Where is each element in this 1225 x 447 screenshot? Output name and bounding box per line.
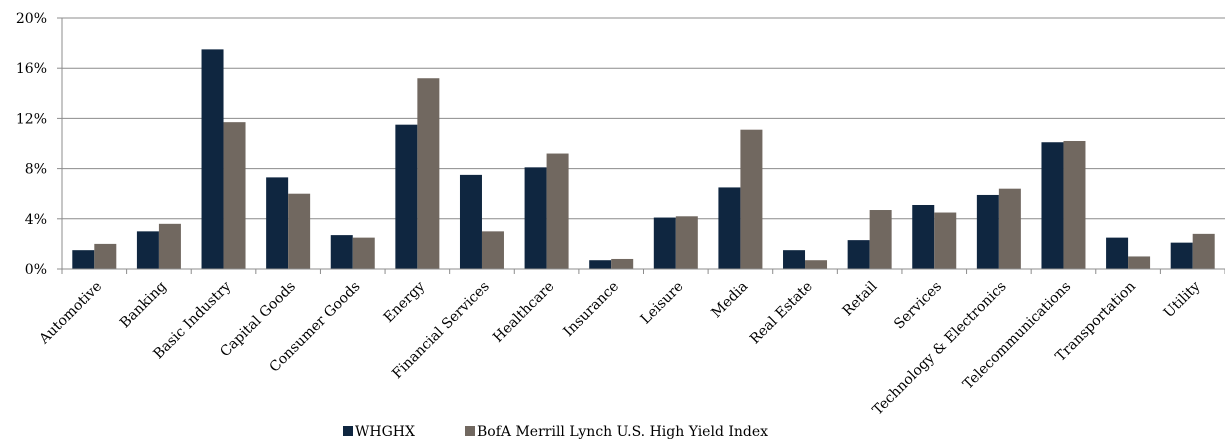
bar-whghx (718, 187, 741, 269)
x-tick-label: Healthcare (490, 279, 557, 346)
x-tick-label: Banking (117, 278, 170, 331)
y-tick-label: 20% (16, 11, 47, 27)
bar-whghx (847, 240, 870, 269)
bar-whghx (459, 174, 482, 269)
x-tick-label: Utility (1161, 278, 1204, 321)
bar-whghx (783, 250, 806, 269)
bar-index (352, 237, 375, 269)
axes (57, 17, 1225, 274)
bar-index (869, 210, 892, 269)
bar-index (675, 216, 698, 269)
bar-whghx (330, 235, 353, 269)
bar-whghx (976, 194, 999, 269)
bar-whghx (653, 217, 676, 269)
x-tick-label: Automotive (36, 279, 105, 348)
bar-index (158, 223, 181, 269)
bar-index (481, 231, 504, 269)
legend: WHGHX BofA Merrill Lynch U.S. High Yield … (343, 424, 768, 440)
y-tick-label: 8% (25, 162, 47, 178)
bars (72, 49, 1215, 270)
bar-index (1192, 233, 1215, 269)
legend-label: WHGHX (355, 424, 415, 440)
bar-index (1063, 140, 1086, 269)
bar-index (288, 193, 311, 269)
x-tick-label: Leisure (638, 279, 687, 328)
bar-index (223, 122, 246, 269)
bar-whghx (266, 177, 289, 269)
legend-swatch-index (465, 426, 475, 436)
bar-whghx (201, 49, 224, 269)
bar-index (934, 212, 957, 269)
y-axis-ticks: 0% 4% 8% 12% 16% 20% (16, 11, 47, 278)
bar-whghx (136, 231, 159, 269)
bar-index (1128, 256, 1151, 269)
bar-index (546, 153, 569, 269)
x-tick-label: Insurance (561, 279, 622, 340)
bar-whghx (912, 204, 935, 269)
x-tick-label: Real Estate (747, 279, 816, 348)
bar-whghx (395, 124, 418, 269)
y-tick-label: 4% (25, 212, 47, 228)
legend-swatch-whghx (343, 426, 353, 436)
bar-whghx (524, 167, 547, 269)
bar-index (417, 78, 440, 270)
x-tick-label: Retail (840, 278, 881, 319)
y-tick-label: 0% (25, 262, 47, 278)
gridlines (62, 17, 1225, 220)
bar-whghx (1041, 142, 1064, 269)
x-tick-label: Technology & Electronics (870, 279, 1010, 419)
x-tick-label: Media (709, 279, 752, 322)
bar-whghx (1106, 237, 1129, 269)
bar-whghx (589, 260, 612, 269)
bar-whghx (1170, 242, 1193, 269)
bar-index (740, 129, 763, 269)
bar-index (805, 260, 828, 269)
y-tick-label: 16% (16, 61, 47, 77)
x-tick-label: Energy (381, 278, 429, 326)
legend-label: BofA Merrill Lynch U.S. High Yield Index (477, 424, 768, 440)
bar-whghx (72, 250, 95, 269)
bar-index (611, 258, 634, 269)
bar-index (998, 188, 1021, 269)
bar-index (94, 243, 117, 269)
x-tick-label: Services (891, 279, 945, 333)
x-tick-label: Telecommunications (960, 279, 1074, 393)
y-tick-label: 12% (16, 111, 47, 127)
